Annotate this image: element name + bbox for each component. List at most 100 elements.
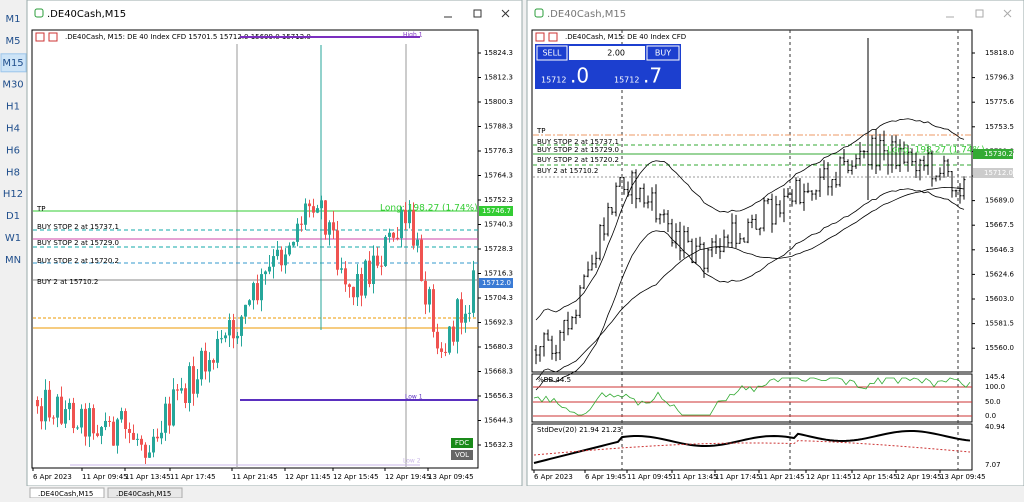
chart-info: .DE40Cash, M15: DE 40 Index CFD 15701.5 … [65,33,311,41]
timeframe-button[interactable]: M5 [6,36,21,47]
candle [196,379,199,394]
candle [200,350,203,380]
indicator-line [535,186,965,381]
timeframe-button[interactable]: H8 [6,167,20,178]
timeframe-button[interactable]: M15 [2,58,23,69]
ask-fraction: .7 [643,64,662,88]
tab-label: .DE40Cash,M15 [38,490,93,498]
candle [392,232,395,238]
candle [184,388,187,403]
bid-fraction: .0 [570,64,589,88]
timeframe-button[interactable]: H6 [6,145,20,156]
candle [204,350,207,372]
tp-price-box [973,149,1013,159]
vol-button[interactable] [451,450,473,460]
info-icon [35,32,45,42]
candle [352,286,355,298]
candle [148,452,151,458]
volume-box[interactable] [569,46,645,60]
candle [280,249,283,266]
window-icon [34,8,44,18]
timeframe-button[interactable]: H12 [3,189,23,200]
timeframe-button[interactable]: M30 [2,80,23,91]
indicator-scale: 40.94 [985,423,1006,431]
indicator-scale: 145.4 [985,373,1006,381]
price-label: 15775.6 [985,98,1014,106]
time-label: 11 Apr 09:45 [82,473,128,481]
time-label: 13 Apr 09:45 [428,473,474,481]
candle [328,222,331,235]
price-label: 15646.3 [985,246,1014,254]
fdc-button[interactable] [451,438,473,448]
time-label: 12 Apr 11:45 [285,473,331,481]
volume: 2.00 [607,49,625,58]
candle [368,260,371,285]
buy-button[interactable] [646,45,680,61]
maximize-button[interactable] [473,9,482,18]
sell-label: SELL [542,49,562,58]
maximize-button[interactable] [975,9,984,18]
candle [432,289,435,332]
candle [100,427,103,436]
time-label: 11 Apr 17:45 [715,473,761,481]
candle [312,206,315,213]
candle [296,223,299,242]
price-label: 15800.3 [484,98,513,106]
order-label: BUY STOP 2 at 15737.1 [537,138,619,146]
bb-line [533,377,971,416]
price-label: 15716.3 [484,270,513,278]
time-label: 12 Apr 15:45 [852,473,898,481]
timeframe-button[interactable]: D1 [6,211,20,222]
last-price-box [479,278,513,288]
timeframe-button[interactable]: H4 [6,124,20,135]
candle [436,331,439,349]
candle [356,274,359,298]
price-label: 15752.3 [484,196,513,204]
candle [396,237,399,239]
order-label: BUY STOP 2 at 15729.0 [537,146,619,154]
time-label: 13 Apr 09:45 [940,473,986,481]
candle [208,360,211,372]
candle [360,274,363,296]
candle [276,249,279,257]
candle [52,417,55,419]
candle [124,411,127,430]
candle [96,433,99,436]
candle [316,208,319,213]
time-label: 11 Apr 17:45 [170,473,216,481]
candle [228,320,231,336]
candle [348,284,351,287]
price-label: 15581.5 [985,320,1014,328]
order-label: BUY STOP 2 at 15737.1 [37,223,119,231]
candle [108,420,111,422]
indicator-pane [531,423,973,471]
annotation: Low 1 [405,394,423,401]
order-label: BUY STOP 2 at 15729.0 [37,239,119,247]
time-label: 6 Apr 2023 [534,473,573,481]
tp-price-box [479,206,513,216]
timeframe-button[interactable]: M1 [6,14,21,25]
sell-button[interactable] [536,45,568,61]
price-label: 15812.3 [484,74,513,82]
candle [84,408,87,437]
candle [164,403,167,433]
candle [288,245,291,255]
price-label: 15796.3 [985,74,1014,82]
timeframe-button[interactable]: W1 [5,233,21,244]
candle [48,389,51,418]
line [501,9,510,18]
timeframe-button[interactable]: H1 [6,102,20,113]
timeframe-button[interactable]: MN [5,255,21,266]
candle [344,268,347,285]
candle [132,432,135,440]
order-label: TP [536,127,546,135]
order-label: BUY 2 at 15710.2 [37,278,98,286]
candle [268,266,271,272]
position-label: Long: 198.27 (1.74%) [380,204,478,214]
price-label: 15656.3 [484,392,513,400]
candle [60,396,63,424]
candle [264,271,267,275]
candle [324,200,327,235]
candle [284,254,287,266]
candle [64,409,67,424]
